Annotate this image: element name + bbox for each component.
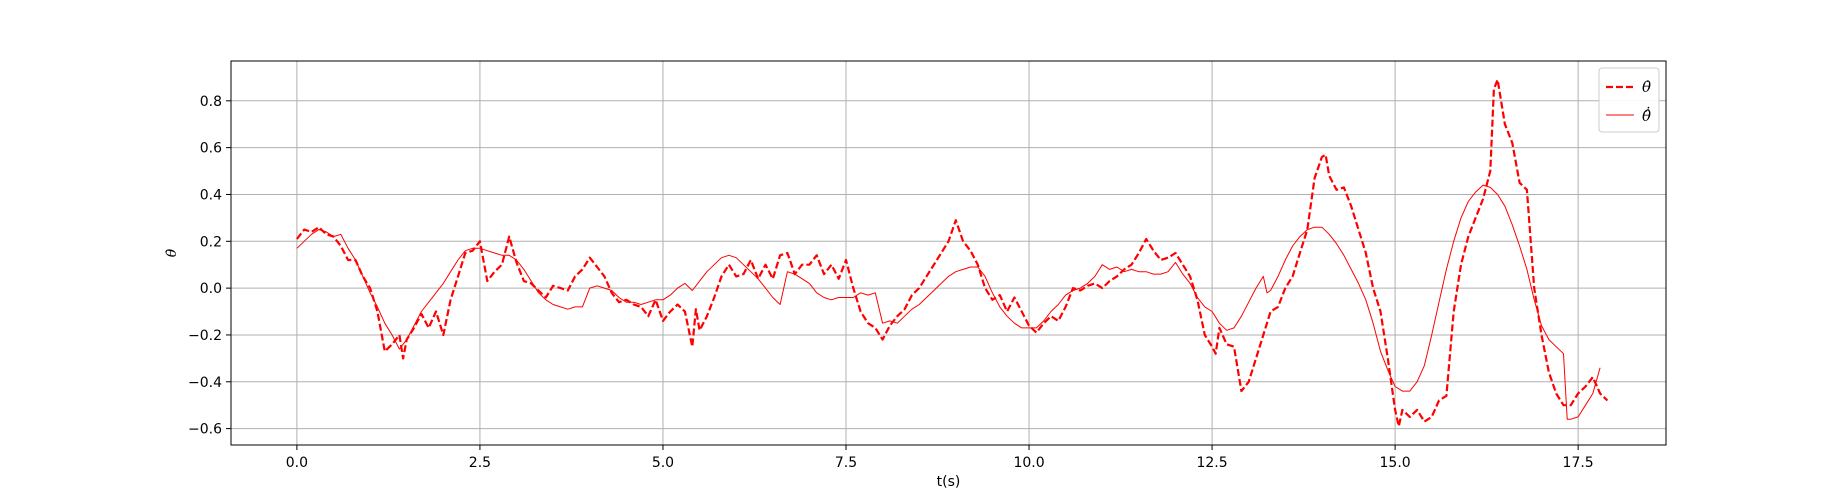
x-tick-label: 5.0 (652, 455, 674, 471)
legend: θ̇ θ̂̇ (1598, 67, 1660, 133)
x-axis-label: t(s) (937, 474, 961, 490)
y-tick-label: −0.6 (188, 422, 222, 438)
plot-area (296, 78, 1609, 428)
x-tick-label: 2.5 (469, 455, 491, 471)
x-tick-label: 7.5 (835, 455, 857, 471)
axis-ticks: 0.0 2.5 5.0 7.5 10.0 12.5 15.0 17.5 −0.6 −0.4 −0.2… (188, 94, 1594, 471)
legend-box (1598, 67, 1660, 133)
x-tick-label: 10.0 (1013, 455, 1044, 471)
y-tick-label: 0.2 (200, 234, 222, 250)
x-tick-label: 17.5 (1563, 455, 1594, 471)
y-tick-label: 0.0 (200, 281, 222, 297)
x-tick-label: 0.0 (286, 455, 308, 471)
y-axis-label: θ̇ (164, 248, 180, 257)
legend-label-measured: θ̇ (1642, 78, 1651, 96)
axes-frame (230, 60, 1667, 446)
x-tick-label: 15.0 (1380, 455, 1411, 471)
series-line-estimated (296, 184, 1601, 420)
y-tick-label: −0.2 (188, 328, 222, 344)
y-tick-label: 0.6 (200, 141, 222, 157)
x-tick-label: 12.5 (1196, 455, 1227, 471)
y-tick-label: 0.4 (200, 187, 222, 203)
y-tick-label: −0.4 (188, 375, 222, 391)
legend-label-estimated: θ̂̇ (1642, 106, 1651, 125)
y-tick-label: 0.8 (200, 94, 222, 110)
series-line-measured (296, 78, 1609, 428)
